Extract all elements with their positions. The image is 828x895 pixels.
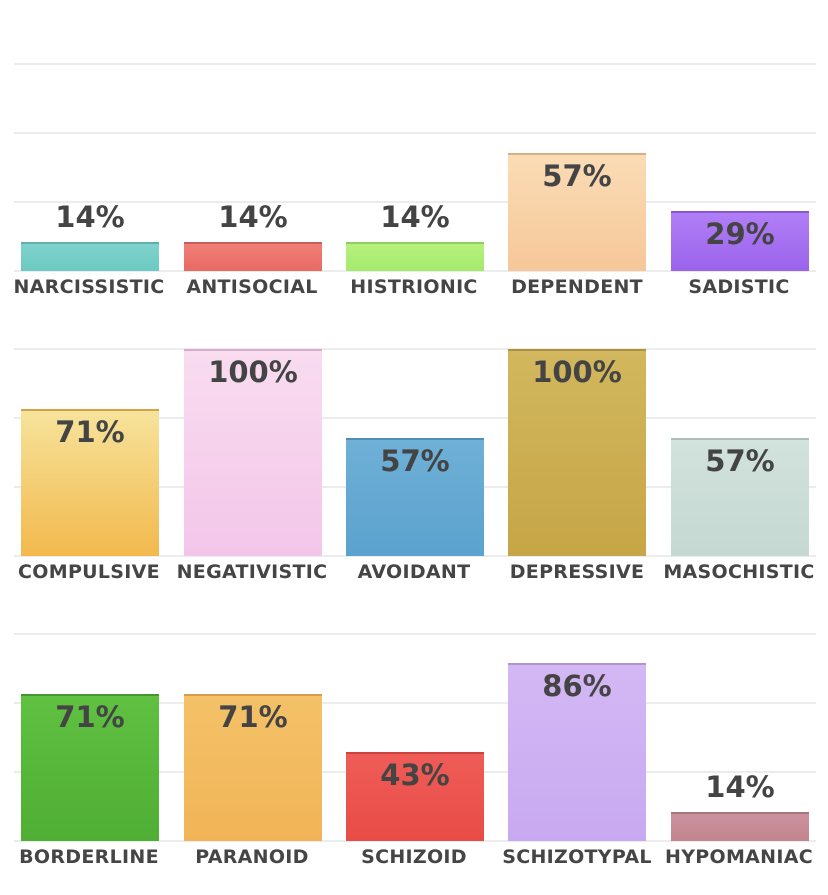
bar-hypomaniac: 14% xyxy=(671,770,809,841)
bar-value-label: 71% xyxy=(55,700,125,734)
category-label: BORDERLINE xyxy=(19,846,159,868)
category-label: AVOIDANT xyxy=(357,561,471,583)
category-label: DEPENDENT xyxy=(511,276,643,298)
category-label: DEPRESSIVE xyxy=(509,561,645,583)
bar-antisocial: 14% xyxy=(184,200,322,271)
gridline xyxy=(14,270,816,272)
bar-value-label: 57% xyxy=(542,159,612,193)
bar-value-label: 100% xyxy=(532,355,622,389)
gridline xyxy=(14,201,816,203)
gridline xyxy=(14,555,816,557)
bar-avoidant: 57% xyxy=(346,438,484,556)
category-label: MASOCHISTIC xyxy=(663,561,815,583)
gridline xyxy=(14,348,816,350)
category-label: NARCISSISTIC xyxy=(13,276,165,298)
bar-dependent: 57% xyxy=(508,153,646,271)
category-label: SADISTIC xyxy=(688,276,790,298)
gridline xyxy=(14,63,816,65)
gridline xyxy=(14,702,816,704)
bar-masochistic: 57% xyxy=(671,438,809,556)
bar-value-label: 71% xyxy=(55,415,125,449)
bar-value-label: 14% xyxy=(380,200,450,234)
category-label: ANTISOCIAL xyxy=(186,276,318,298)
bar-compulsive: 71% xyxy=(21,409,159,556)
category-label: COMPULSIVE xyxy=(18,561,160,583)
bar-value-label: 86% xyxy=(542,669,612,703)
bar-value-label: 14% xyxy=(705,770,775,804)
bar-schizoid: 43% xyxy=(346,752,484,841)
gridline xyxy=(14,417,816,419)
bar-value-label: 14% xyxy=(218,200,288,234)
bar-value-label: 71% xyxy=(218,700,288,734)
category-label: PARANOID xyxy=(195,846,309,868)
gridline xyxy=(14,132,816,134)
bar-schizotypal: 86% xyxy=(508,663,646,841)
gridline xyxy=(14,840,816,842)
bar-value-label: 14% xyxy=(55,200,125,234)
bar-value-label: 57% xyxy=(380,444,450,478)
category-label: HISTRIONIC xyxy=(350,276,478,298)
bar-depressive: 100% xyxy=(508,349,646,556)
bar-sadistic: 29% xyxy=(671,211,809,271)
category-label: SCHIZOID xyxy=(361,846,467,868)
bar-value-label: 57% xyxy=(705,444,775,478)
bar-histrionic: 14% xyxy=(346,200,484,271)
category-label: NEGATIVISTIC xyxy=(176,561,328,583)
bar-paranoid: 71% xyxy=(184,694,322,841)
bar-negativistic: 100% xyxy=(184,349,322,556)
category-label: HYPOMANIAC xyxy=(665,846,813,868)
gridline xyxy=(14,633,816,635)
bar-value-label: 100% xyxy=(208,355,298,389)
bar-borderline: 71% xyxy=(21,694,159,841)
bar-value-label: 29% xyxy=(705,217,775,251)
category-label: SCHIZOTYPAL xyxy=(502,846,652,868)
bar-narcissistic: 14% xyxy=(21,200,159,271)
bar-value-label: 43% xyxy=(380,758,450,792)
